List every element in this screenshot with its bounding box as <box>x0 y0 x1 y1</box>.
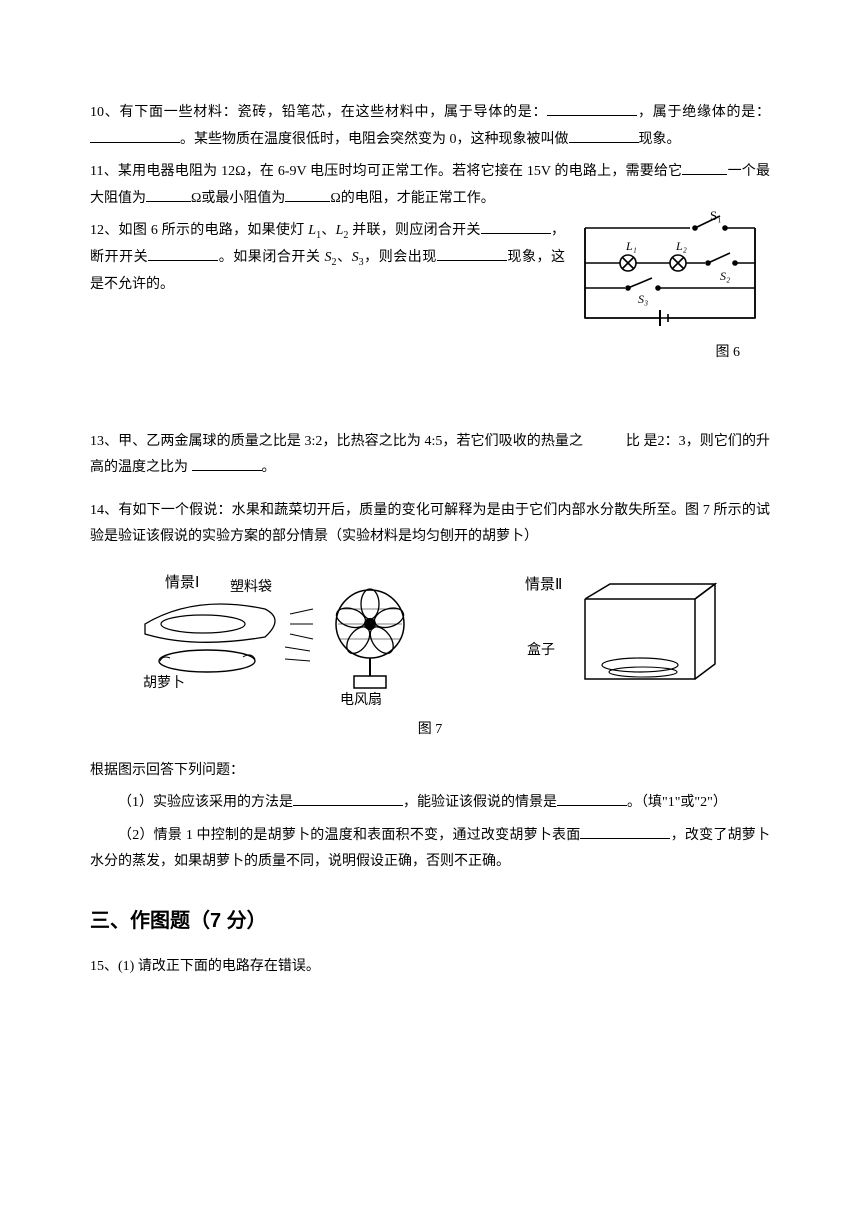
q12-blank-3[interactable] <box>437 246 507 261</box>
question-15: 15、(1) 请改正下面的电路存在错误。 <box>90 954 770 981</box>
fan-label: 电风扇 <box>340 692 382 708</box>
fig6-caption: 图 6 <box>716 340 741 367</box>
scene-1-icon: 情景Ⅰ 塑料袋 胡萝卜 <box>135 569 425 709</box>
carrot-label: 胡萝卜 <box>143 675 185 691</box>
q13-text-a: 13、甲、乙两金属球的质量之比是 3:2，比热容之比为 4:5，若它们吸收的热量… <box>90 434 583 449</box>
q10-text-a: 10、有下面一些材料：瓷砖，铅笔芯，在这些材料中，属于导体的是： <box>90 105 547 120</box>
q12-text-e: 。如果闭合开关 <box>218 250 324 265</box>
label-s3: S₃ <box>638 292 648 306</box>
q10-blank-2[interactable] <box>90 127 180 142</box>
question-14: 14、有如下一个假说：水果和蔬菜切开后，质量的变化可解释为是由于它们内部水分散失… <box>90 498 770 551</box>
q12-text-g: ，则会出现 <box>364 250 437 265</box>
q10-blank-1[interactable] <box>547 101 637 116</box>
fig7-caption: 图 7 <box>90 717 770 744</box>
q14-blank-3[interactable] <box>580 823 670 838</box>
q14-intro: 根据图示回答下列问题： <box>90 758 770 785</box>
q14-text-a: 14、有如下一个假说：水果和蔬菜切开后，质量的变化可解释为是由于它们内部水分散失… <box>90 503 770 545</box>
q12-blank-2[interactable] <box>148 246 218 261</box>
q11-text-d: Ω的电阻，才能正常工作。 <box>330 191 494 206</box>
q11-text-a: 11、某用电器电阻为 12Ω，在 6-9V 电压时均可正常工作。若将它接在 15… <box>90 164 682 179</box>
box-label: 盒子 <box>527 641 555 658</box>
q11-blank-1[interactable] <box>682 160 727 175</box>
question-13: 13、甲、乙两金属球的质量之比是 3:2，比热容之比为 4:5，若它们吸收的热量… <box>90 429 770 482</box>
q13-blank-1[interactable] <box>192 456 262 471</box>
q14-sub2-a: （2）情景 1 中控制的是胡萝卜的温度和表面积不变，通过改变胡萝卜表面 <box>118 828 580 843</box>
figure-7: 情景Ⅰ 塑料袋 胡萝卜 <box>90 569 770 709</box>
q12-blank-1[interactable] <box>481 219 551 234</box>
q14-sub1: （1）实验应该采用的方法是 ，能验证该假说的情景是 。（填"1"或"2"） <box>90 790 770 817</box>
scene1-label: 情景Ⅰ <box>165 574 199 591</box>
q14-blank-1[interactable] <box>293 791 403 806</box>
label-s2: S₂ <box>720 269 730 283</box>
q14-sub1-b: ，能验证该假说的情景是 <box>403 795 557 810</box>
circuit-diagram-icon: S₁ L₁ L₂ S₂ S₃ <box>570 208 770 338</box>
section-3-heading: 三、作图题（7 分） <box>90 902 770 940</box>
question-12: 12、如图 6 所示的电路，如果使灯 L1、L2 并联，则应闭合开关，断开开关。… <box>90 218 770 298</box>
q12-text-f: 、 <box>337 250 352 265</box>
label-l1: L₁ <box>625 239 637 253</box>
scene2-label: 情景Ⅱ <box>525 576 562 593</box>
label-l2: L₂ <box>675 239 687 253</box>
q11-blank-2[interactable] <box>146 186 191 201</box>
q14-sub1-a: （1）实验应该采用的方法是 <box>118 795 293 810</box>
q11-text-c: Ω或最小阻值为 <box>191 191 285 206</box>
q10-text-b: ，属于绝缘体的是： <box>637 105 770 120</box>
q12-L1: L <box>308 223 316 238</box>
label-s1: S₁ <box>710 208 722 223</box>
question-11: 11、某用电器电阻为 12Ω，在 6-9V 电压时均可正常工作。若将它接在 15… <box>90 159 770 212</box>
q10-text-d: 现象。 <box>639 132 681 147</box>
q11-blank-3[interactable] <box>285 186 330 201</box>
bag-label: 塑料袋 <box>230 579 272 595</box>
q10-text-c: 。某些物质在温度很低时，电阻会突然变为 0，这种现象被叫做 <box>180 132 569 147</box>
q12-S2: S <box>325 250 332 265</box>
scene-2-icon: 情景Ⅱ 盒子 <box>515 569 725 709</box>
q13-text-c: 。 <box>262 460 276 475</box>
q12-text-b: 、 <box>321 223 336 238</box>
q14-blank-2[interactable] <box>557 791 627 806</box>
q12-text-a: 12、如图 6 所示的电路，如果使灯 <box>90 223 308 238</box>
q14-sub1-c: 。（填"1"或"2"） <box>627 795 727 810</box>
question-10: 10、有下面一些材料：瓷砖，铅笔芯，在这些材料中，属于导体的是： ，属于绝缘体的是… <box>90 100 770 153</box>
q12-text-c: 并联，则应闭合开关 <box>348 223 480 238</box>
q14-sub2: （2）情景 1 中控制的是胡萝卜的温度和表面积不变，通过改变胡萝卜表面，改变了胡… <box>90 823 770 876</box>
q10-blank-3[interactable] <box>569 127 639 142</box>
q12-S3: S <box>352 250 359 265</box>
